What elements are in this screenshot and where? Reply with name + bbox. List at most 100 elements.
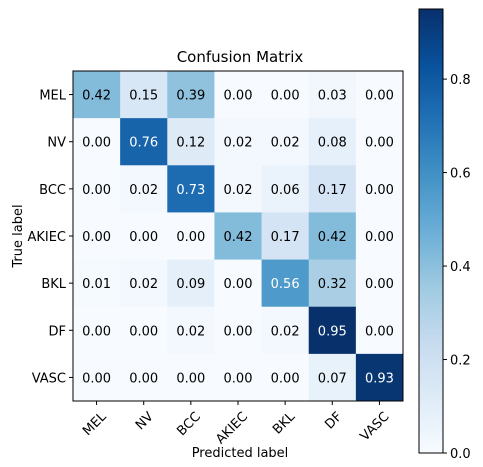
colorbar-tick-label: 0.4 — [450, 260, 471, 275]
y-tick-label: DF — [49, 324, 67, 339]
heatmap-cell — [261, 71, 310, 119]
cell-value-label: 0.17 — [318, 183, 347, 198]
heatmap-cell — [355, 165, 404, 213]
cell-value-label: 0.02 — [224, 136, 253, 151]
heatmap-cell — [167, 353, 215, 402]
cell-value-label: 0.02 — [224, 183, 253, 198]
heatmap-cell — [308, 212, 357, 261]
cell-value-labels: 0.42 0.15 0.39 0.00 0.00 0.03 0.00 0.00 0.76 0.12… — [82, 89, 394, 387]
cell-value-label: 0.02 — [129, 277, 158, 292]
heatmap-cell — [120, 71, 168, 119]
heatmap-cell — [167, 259, 215, 308]
x-tick-label: BKL — [270, 409, 299, 438]
heatmap-cell — [73, 259, 121, 308]
heatmap-cell — [73, 165, 121, 213]
x-tick-label: VASC — [358, 409, 393, 444]
heatmap-cell — [120, 306, 168, 355]
x-tick-label: DF — [322, 409, 345, 432]
heatmap-cell — [261, 118, 310, 166]
cell-value-label: 0.00 — [224, 324, 253, 339]
cell-value-label: 0.56 — [271, 277, 300, 292]
cell-value-label: 0.08 — [318, 136, 347, 151]
cell-value-label: 0.00 — [365, 89, 394, 104]
cell-value-label: 0.00 — [176, 230, 205, 245]
heatmap-cell — [261, 212, 310, 261]
cell-value-label: 0.03 — [318, 89, 347, 104]
heatmap-cell — [308, 353, 357, 402]
colorbar-ticks: 0.0 0.2 0.4 0.6 0.8 — [443, 73, 471, 462]
heatmap-cell — [167, 71, 215, 119]
heatmap-cell — [73, 118, 121, 166]
heatmap-cell — [73, 71, 121, 119]
cell-value-label: 0.00 — [176, 371, 205, 386]
x-tick-label: AKIEC — [213, 409, 251, 447]
x-axis-label: Predicted label — [192, 446, 289, 461]
x-axis-ticks: MEL NV BCC AKIEC BKL DF VASC — [80, 401, 392, 447]
cell-value-label: 0.01 — [82, 277, 111, 292]
heatmap-cell — [73, 212, 121, 261]
y-tick-label: BCC — [39, 183, 66, 198]
heatmap-cell — [308, 259, 357, 308]
cell-value-label: 0.02 — [176, 324, 205, 339]
colorbar-tick-label: 0.0 — [450, 447, 471, 462]
cell-value-label: 0.06 — [271, 183, 300, 198]
heatmap-cell — [355, 306, 404, 355]
heatmap-cell — [167, 306, 215, 355]
cell-value-label: 0.02 — [271, 136, 300, 151]
heatmap-cell — [261, 259, 310, 308]
y-tick-label: NV — [47, 136, 66, 151]
heatmap-cell — [308, 165, 357, 213]
cell-value-label: 0.07 — [318, 371, 347, 386]
cell-value-label: 0.00 — [129, 371, 158, 386]
heatmap-cell — [214, 118, 263, 166]
heatmap-cell — [167, 165, 215, 213]
colorbar — [418, 8, 444, 454]
cell-value-label: 0.32 — [318, 277, 347, 292]
cell-value-label: 0.00 — [224, 277, 253, 292]
cell-value-label: 0.00 — [365, 324, 394, 339]
cell-value-label: 0.00 — [271, 371, 300, 386]
cell-value-label: 0.00 — [365, 183, 394, 198]
colorbar-tick-label: 0.2 — [450, 354, 471, 369]
heatmap-cell — [120, 118, 168, 166]
cell-value-label: 0.15 — [129, 89, 158, 104]
heatmap-cell — [214, 212, 263, 261]
chart-title: Confusion Matrix — [177, 48, 304, 66]
cell-value-label: 0.00 — [365, 230, 394, 245]
y-axis-ticks: MEL NV BCC AKIEC BKL DF VASC — [27, 89, 73, 386]
heatmap-cell — [355, 71, 404, 119]
heatmap-cell — [73, 353, 121, 402]
y-tick-label: VASC — [32, 371, 66, 386]
cell-value-label: 0.17 — [271, 230, 300, 245]
heatmap-cell — [120, 212, 168, 261]
x-tick-label: BCC — [174, 409, 204, 439]
heatmap-cell — [355, 212, 404, 261]
cell-value-label: 0.42 — [82, 89, 111, 104]
cell-value-label: 0.00 — [365, 277, 394, 292]
heatmap-cells — [73, 71, 404, 402]
cell-value-label: 0.00 — [224, 89, 253, 104]
cell-value-label: 0.00 — [82, 183, 111, 198]
heatmap-cell — [308, 306, 357, 355]
heatmap-cell — [355, 118, 404, 166]
heatmap-cell — [120, 165, 168, 213]
cell-value-label: 0.39 — [176, 89, 205, 104]
heatmap-cell — [120, 353, 168, 402]
x-tick-label: NV — [133, 409, 157, 433]
heatmap-cell — [261, 165, 310, 213]
cell-value-label: 0.00 — [129, 230, 158, 245]
cell-value-label: 0.76 — [129, 136, 158, 151]
heatmap-cell — [214, 71, 263, 119]
heatmap-cell — [214, 165, 263, 213]
cell-value-label: 0.73 — [176, 183, 205, 198]
heatmap-cell — [167, 212, 215, 261]
y-axis-label: True label — [11, 204, 26, 268]
cell-value-label: 0.00 — [224, 371, 253, 386]
cell-value-label: 0.42 — [318, 230, 347, 245]
cell-value-label: 0.02 — [129, 183, 158, 198]
heatmap-cell — [167, 118, 215, 166]
heatmap-cell — [355, 353, 404, 402]
y-tick-label: MEL — [39, 89, 66, 104]
cell-value-label: 0.42 — [224, 230, 253, 245]
cell-value-label: 0.02 — [271, 324, 300, 339]
